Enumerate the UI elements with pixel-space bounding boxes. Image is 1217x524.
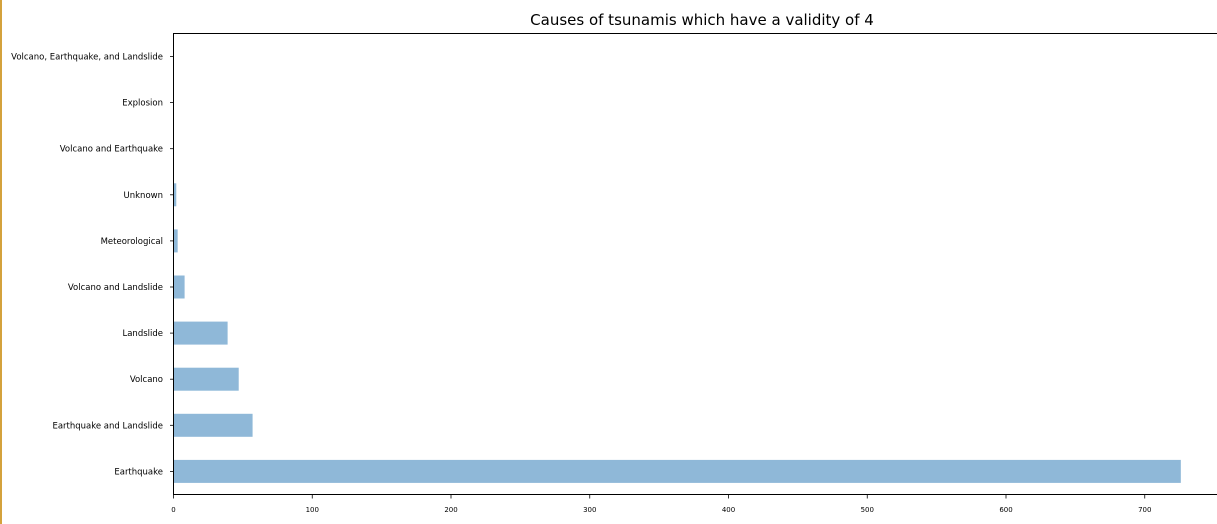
x-tick-label: 0 <box>171 506 175 514</box>
bar <box>173 367 239 391</box>
bars-group <box>173 183 1181 483</box>
bar <box>173 275 185 299</box>
y-tick-labels: Earthquake Earthquake and Landslide Volcan… <box>11 53 174 477</box>
chart-title: Causes of tsunamis which have a validity… <box>530 11 874 29</box>
x-tick-label: 100 <box>306 506 319 514</box>
x-tick-label: 400 <box>722 506 735 514</box>
bar <box>173 459 1181 483</box>
y-tick-label: Earthquake and Landslide <box>52 421 163 431</box>
x-tick-label: 500 <box>861 506 874 514</box>
y-tick-label: Explosion <box>122 99 163 109</box>
bar <box>173 321 228 345</box>
bar <box>173 183 177 207</box>
x-tick-label: 600 <box>999 506 1012 514</box>
y-tick-label: Volcano and Earthquake <box>60 145 163 155</box>
y-tick-label: Volcano, Earthquake, and Landslide <box>11 53 163 63</box>
x-tick-label: 200 <box>444 506 457 514</box>
y-tick-label: Meteorological <box>101 237 163 247</box>
x-tick-label: 700 <box>1138 506 1151 514</box>
y-tick-label: Volcano and Landslide <box>68 283 163 293</box>
y-tick-label: Landslide <box>122 329 163 339</box>
y-tick-label: Unknown <box>124 191 163 201</box>
bar <box>173 229 178 253</box>
bar <box>173 413 253 437</box>
left-accent-border <box>0 0 2 524</box>
x-ticks: 0 100 200 300 400 500 600 700 <box>171 495 1151 514</box>
y-tick-label: Volcano <box>130 375 163 385</box>
y-tick-label: Earthquake <box>114 467 163 477</box>
x-tick-label: 300 <box>583 506 596 514</box>
